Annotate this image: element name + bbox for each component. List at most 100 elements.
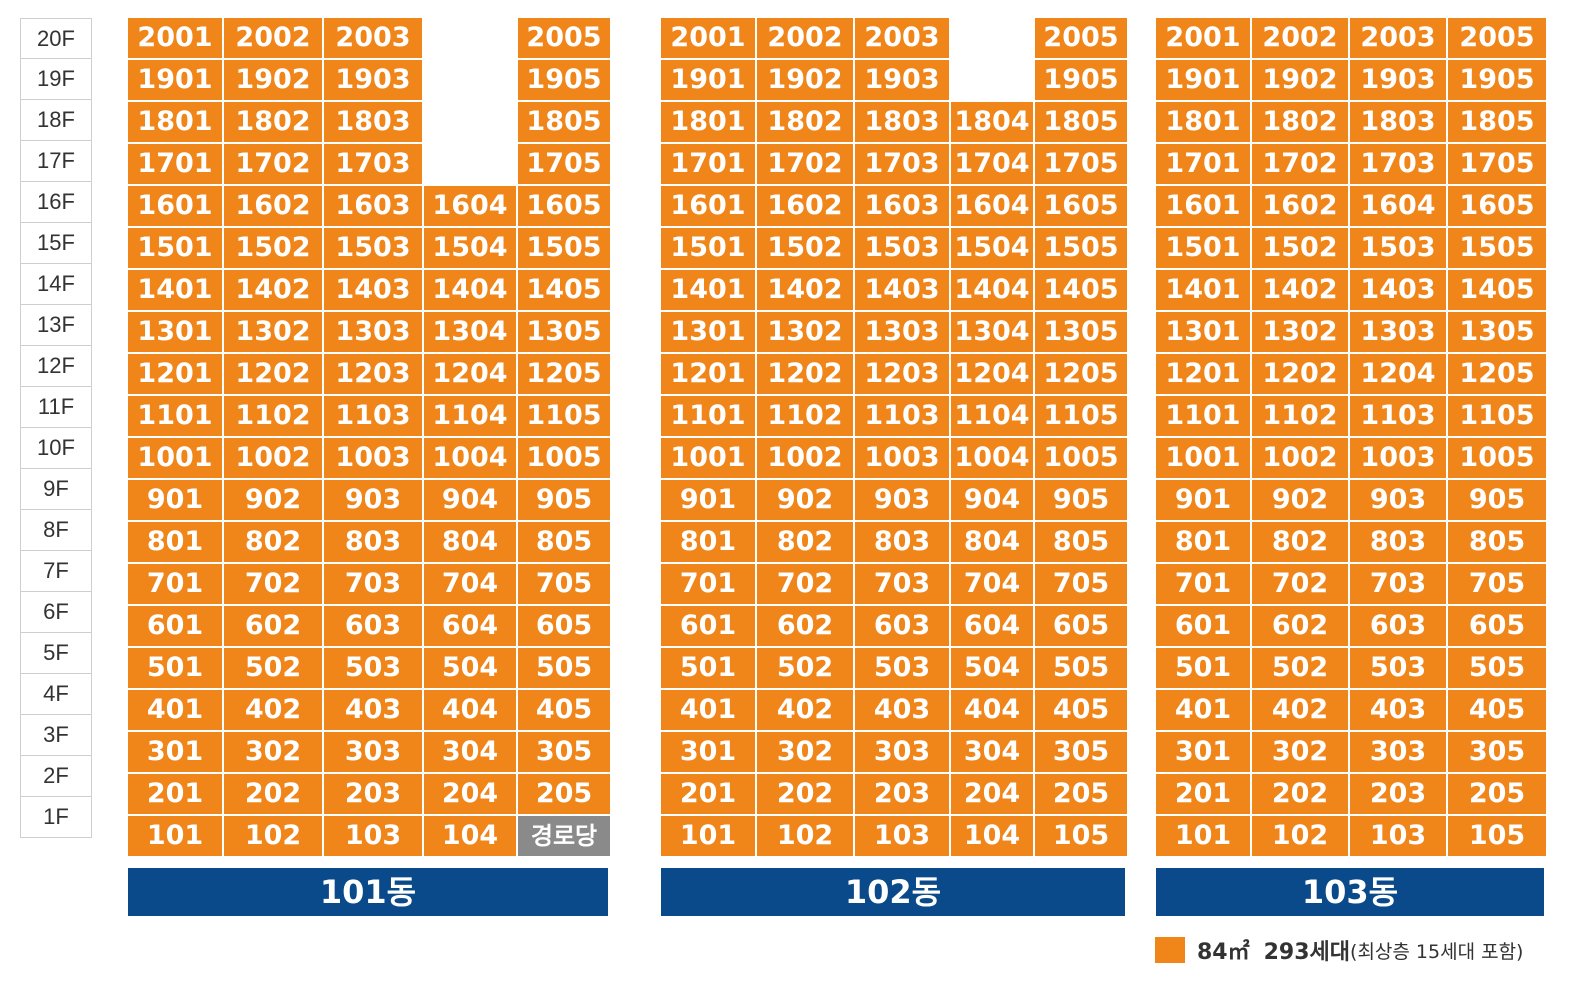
unit-cell: 1301 xyxy=(1156,312,1252,354)
unit-cell: 2005 xyxy=(1448,18,1546,60)
floor-row: 101 102 103 104 경로당 xyxy=(128,816,610,858)
floor-label: 12F xyxy=(20,346,92,387)
unit-cell: 2002 xyxy=(757,18,855,60)
unit-cell: 905 xyxy=(1035,480,1127,522)
unit-cell: 903 xyxy=(324,480,424,522)
unit-cell: 903 xyxy=(855,480,951,522)
unit-cell: 802 xyxy=(224,522,324,564)
unit-cell: 1205 xyxy=(1448,354,1546,396)
unit-cell: 403 xyxy=(855,690,951,732)
unit-cell: 203 xyxy=(1350,774,1448,816)
unit-cell: 1903 xyxy=(1350,60,1448,102)
empty-slot xyxy=(424,60,518,102)
unit-cell: 802 xyxy=(1252,522,1350,564)
unit-cell: 401 xyxy=(661,690,757,732)
floor-row: 1601 1602 1604 1605 xyxy=(1156,186,1546,228)
floor-labels: 20F 19F 18F 17F 16F 15F 14F 13F 12F 11F 10F 9F 8F 7F 6… xyxy=(20,18,92,838)
unit-cell: 1804 xyxy=(951,102,1035,144)
unit-cell: 1802 xyxy=(757,102,855,144)
unit-cell: 1501 xyxy=(1156,228,1252,270)
floor-row: 1701 1702 1703 1705 xyxy=(1156,144,1546,186)
unit-cell: 303 xyxy=(1350,732,1448,774)
unit-cell: 1601 xyxy=(661,186,757,228)
floor-row: 1201 1202 1203 1204 1205 xyxy=(128,354,610,396)
building-label-101: 101동 xyxy=(128,868,608,916)
unit-cell: 1802 xyxy=(1252,102,1350,144)
unit-cell: 2005 xyxy=(518,18,610,60)
unit-cell: 2001 xyxy=(128,18,224,60)
unit-cell: 1401 xyxy=(1156,270,1252,312)
floor-row: 601 602 603 604 605 xyxy=(128,606,610,648)
unit-cell: 604 xyxy=(424,606,518,648)
floor-row: 1801 1802 1803 1805 xyxy=(1156,102,1546,144)
unit-cell: 703 xyxy=(1350,564,1448,606)
unit-cell: 2002 xyxy=(224,18,324,60)
unit-cell: 1603 xyxy=(855,186,951,228)
unit-cell: 301 xyxy=(661,732,757,774)
unit-cell: 1101 xyxy=(128,396,224,438)
unit-cell: 1104 xyxy=(951,396,1035,438)
unit-cell: 1905 xyxy=(518,60,610,102)
unit-cell: 1102 xyxy=(757,396,855,438)
unit-cell: 402 xyxy=(1252,690,1350,732)
unit-cell: 1705 xyxy=(1035,144,1127,186)
senior-center-unit: 경로당 xyxy=(518,816,610,858)
unit-cell: 302 xyxy=(757,732,855,774)
unit-cell: 1405 xyxy=(1035,270,1127,312)
unit-cell: 605 xyxy=(1035,606,1127,648)
unit-cell: 1205 xyxy=(1035,354,1127,396)
floor-row: 1401 1402 1403 1405 xyxy=(1156,270,1546,312)
unit-cell: 1202 xyxy=(224,354,324,396)
unit-cell: 303 xyxy=(324,732,424,774)
unit-cell: 105 xyxy=(1448,816,1546,858)
unit-cell: 2003 xyxy=(1350,18,1448,60)
legend-swatch xyxy=(1155,937,1185,963)
floor-row: 1301 1302 1303 1304 1305 xyxy=(661,312,1127,354)
floor-row: 1201 1202 1204 1205 xyxy=(1156,354,1546,396)
unit-cell: 1502 xyxy=(1252,228,1350,270)
unit-cell: 102 xyxy=(757,816,855,858)
unit-cell: 1002 xyxy=(1252,438,1350,480)
unit-cell: 1502 xyxy=(224,228,324,270)
floor-row: 1801 1802 1803 1804 1805 xyxy=(661,102,1127,144)
unit-cell: 502 xyxy=(1252,648,1350,690)
unit-cell: 1805 xyxy=(518,102,610,144)
unit-cell: 1401 xyxy=(128,270,224,312)
unit-cell: 1805 xyxy=(1035,102,1127,144)
unit-cell: 1505 xyxy=(518,228,610,270)
unit-cell: 901 xyxy=(1156,480,1252,522)
unit-cell: 704 xyxy=(424,564,518,606)
unit-cell: 1705 xyxy=(1448,144,1546,186)
unit-cell: 705 xyxy=(518,564,610,606)
unit-cell: 2003 xyxy=(324,18,424,60)
unit-cell: 1602 xyxy=(757,186,855,228)
floor-label: 9F xyxy=(20,469,92,510)
unit-cell: 1705 xyxy=(518,144,610,186)
unit-cell: 1402 xyxy=(1252,270,1350,312)
unit-cell: 1503 xyxy=(855,228,951,270)
floor-label: 2F xyxy=(20,756,92,797)
floor-row: 1601 1602 1603 1604 1605 xyxy=(128,186,610,228)
floor-row: 401 402 403 404 405 xyxy=(661,690,1127,732)
unit-cell: 505 xyxy=(1448,648,1546,690)
floor-label: 8F xyxy=(20,510,92,551)
unit-cell: 1001 xyxy=(128,438,224,480)
unit-cell: 1602 xyxy=(224,186,324,228)
unit-cell: 904 xyxy=(951,480,1035,522)
unit-cell: 1501 xyxy=(128,228,224,270)
unit-cell: 1304 xyxy=(424,312,518,354)
unit-cell: 103 xyxy=(324,816,424,858)
building-101: 2001 2002 2003 2005 1901 1902 1903 1905 1801 1802… xyxy=(128,18,610,858)
unit-cell: 503 xyxy=(855,648,951,690)
unit-cell: 603 xyxy=(324,606,424,648)
unit-cell: 1203 xyxy=(324,354,424,396)
unit-cell: 1703 xyxy=(855,144,951,186)
unit-cell: 1105 xyxy=(1035,396,1127,438)
unit-cell: 902 xyxy=(224,480,324,522)
unit-cell: 502 xyxy=(224,648,324,690)
floor-row: 901 902 903 904 905 xyxy=(661,480,1127,522)
unit-cell: 1703 xyxy=(1350,144,1448,186)
unit-cell: 904 xyxy=(424,480,518,522)
unit-cell: 203 xyxy=(324,774,424,816)
unit-cell: 101 xyxy=(1156,816,1252,858)
